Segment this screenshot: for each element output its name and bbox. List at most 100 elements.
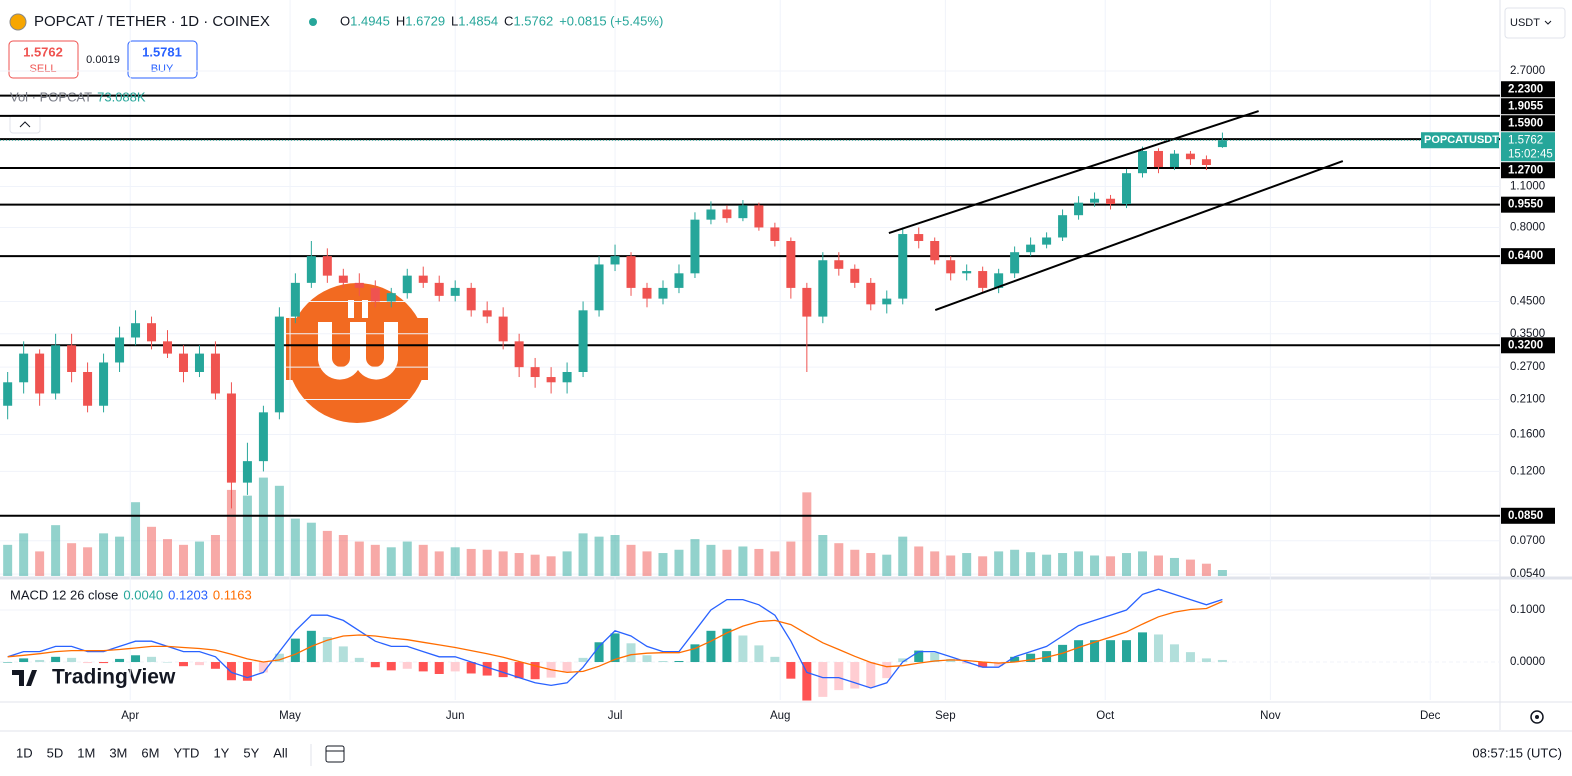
ohlc-value: 1.4945 bbox=[350, 13, 390, 28]
volume-bar bbox=[194, 541, 204, 576]
macd-histogram-bar bbox=[578, 657, 588, 663]
buy-label[interactable]: BUY bbox=[151, 63, 174, 75]
volume-bar bbox=[1169, 557, 1179, 576]
volume-bar bbox=[19, 533, 29, 576]
buy-price[interactable]: 1.5781 bbox=[142, 44, 182, 59]
y-tick-label: 0.8000 bbox=[1510, 221, 1545, 233]
level-tag: 0.3200 bbox=[1508, 339, 1543, 351]
candle-body bbox=[226, 393, 236, 483]
x-tick-label: Oct bbox=[1096, 710, 1115, 722]
macd-histogram-bar bbox=[258, 662, 268, 673]
range-button[interactable]: 1Y bbox=[213, 745, 229, 760]
volume-bar bbox=[658, 553, 668, 576]
x-tick-label: Sep bbox=[935, 710, 955, 722]
buy-button[interactable]: 1.5781 BUY bbox=[127, 40, 198, 79]
volume-bar bbox=[754, 548, 764, 576]
market-status-dot bbox=[309, 18, 317, 26]
currency-chevron[interactable] bbox=[1544, 20, 1552, 25]
volume-bar bbox=[35, 551, 45, 576]
range-button[interactable]: 5D bbox=[47, 745, 64, 760]
level-tag-bg bbox=[1501, 115, 1555, 132]
candle-body bbox=[642, 287, 652, 299]
clock: 08:57:15 (UTC) bbox=[1472, 745, 1562, 760]
collapse-chevron[interactable] bbox=[19, 121, 31, 128]
volume-bar bbox=[242, 495, 252, 576]
ohlc-key: L bbox=[451, 13, 458, 28]
currency-box[interactable] bbox=[1504, 7, 1566, 39]
volume-bar bbox=[370, 544, 380, 576]
macd-histogram-bar bbox=[1122, 640, 1132, 663]
currency-select[interactable]: USDT bbox=[1504, 7, 1566, 39]
signal-line bbox=[7, 600, 1223, 674]
candle-body bbox=[1090, 198, 1100, 203]
candle-body bbox=[35, 353, 45, 394]
candle-body bbox=[1010, 252, 1020, 274]
candle-body bbox=[163, 341, 172, 354]
sell-label[interactable]: SELL bbox=[30, 63, 57, 75]
range-button[interactable]: 3M bbox=[109, 745, 127, 760]
candle-body bbox=[898, 234, 908, 299]
volume-bar bbox=[1026, 552, 1036, 576]
candle-body bbox=[83, 371, 93, 406]
macd-histogram-bar bbox=[386, 662, 396, 671]
macd-histogram-bar bbox=[722, 628, 732, 663]
range-button[interactable]: 1M bbox=[77, 745, 95, 760]
range-button[interactable]: 5Y bbox=[243, 745, 259, 760]
ohlc-key: O bbox=[340, 13, 350, 28]
sell-price[interactable]: 1.5762 bbox=[23, 44, 63, 59]
macd-line bbox=[7, 588, 1223, 689]
range-button[interactable]: 6M bbox=[141, 745, 159, 760]
candle-body bbox=[338, 275, 348, 283]
volume-bar bbox=[338, 535, 348, 576]
volume-bar bbox=[51, 525, 61, 576]
settings-icon[interactable] bbox=[1530, 710, 1544, 724]
range-button[interactable]: All bbox=[273, 745, 288, 760]
candle-body bbox=[434, 282, 444, 296]
candle-body bbox=[546, 377, 556, 383]
volume-bar bbox=[258, 477, 268, 576]
macd-histogram-bar bbox=[1201, 658, 1211, 663]
sell-box[interactable] bbox=[8, 40, 79, 79]
volume-bar bbox=[434, 551, 444, 576]
collapse-button[interactable] bbox=[9, 114, 41, 134]
candle-body bbox=[850, 268, 860, 283]
macd-histogram-bar bbox=[67, 657, 77, 663]
trendline bbox=[934, 160, 1344, 311]
candle-body bbox=[418, 275, 428, 283]
candle-body bbox=[994, 273, 1004, 288]
candle-body bbox=[1201, 159, 1211, 166]
range-button[interactable]: 1D bbox=[16, 745, 33, 760]
buy-box[interactable] bbox=[127, 40, 198, 79]
range-button[interactable]: YTD bbox=[173, 745, 199, 760]
macd-histogram-bar bbox=[594, 642, 604, 663]
volume-bar bbox=[610, 535, 620, 576]
calendar-icon[interactable] bbox=[325, 745, 345, 763]
macd-histogram-bar bbox=[786, 662, 796, 679]
volume-bar bbox=[914, 546, 924, 576]
collapse-box[interactable] bbox=[9, 114, 41, 134]
candle-body bbox=[210, 353, 220, 394]
x-tick-label: Aug bbox=[770, 710, 790, 722]
volume-bar bbox=[1201, 563, 1211, 576]
x-tick-label: May bbox=[279, 710, 301, 722]
x-tick-label: Apr bbox=[121, 710, 139, 722]
candle-body bbox=[914, 234, 924, 242]
macd-histogram-bar bbox=[354, 657, 364, 663]
volume-bar bbox=[530, 554, 540, 576]
level-tag: 1.2700 bbox=[1508, 164, 1543, 176]
volume-bar bbox=[594, 536, 604, 576]
volume-bar bbox=[978, 556, 988, 576]
levels bbox=[0, 94, 1500, 517]
macd-hist-last: 0.0040 bbox=[123, 587, 163, 602]
level-tag-bg bbox=[1501, 81, 1555, 98]
volume-bar bbox=[1106, 556, 1116, 576]
sell-button[interactable]: 1.5762 SELL bbox=[8, 40, 79, 79]
candle-body bbox=[978, 271, 988, 288]
volume-bar bbox=[498, 551, 508, 576]
candle-body bbox=[818, 260, 828, 317]
macd-histogram-bar bbox=[754, 645, 764, 663]
y-tick-label: 0.3500 bbox=[1510, 328, 1545, 340]
macd-histogram-bar bbox=[3, 662, 13, 663]
currency[interactable]: USDT bbox=[1510, 17, 1540, 29]
